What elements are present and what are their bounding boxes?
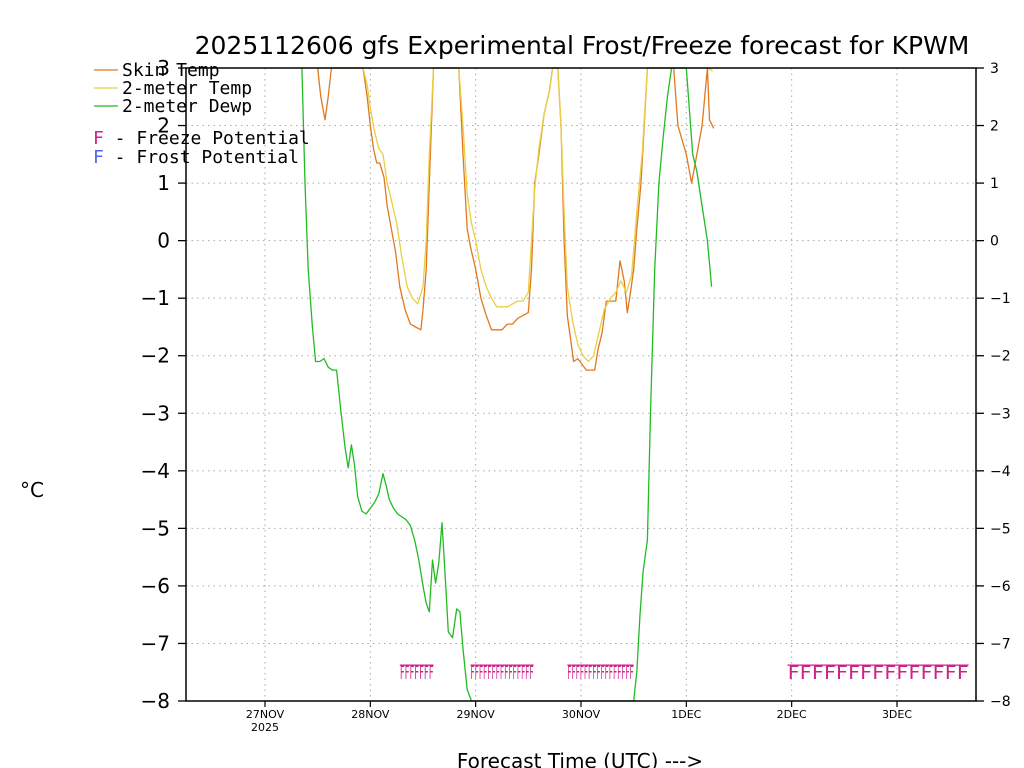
legend-label-3: 2-meter Dewp (122, 96, 252, 117)
freeze-marks-2: FFFFFFFFFFFFFFF (470, 662, 533, 684)
x-axis-label: Forecast Time (UTC) ---> (457, 749, 703, 768)
freeze-marks-4: FFFFFFFFFFFFFFF (787, 662, 968, 684)
y-tick-label-right: −4 (990, 464, 1011, 480)
potential-legend-2: F - Frost Potential (93, 147, 299, 168)
x-tick-label: 29NOV (457, 708, 496, 721)
potential-legend-1: F - Freeze Potential (93, 128, 310, 149)
x-tick-label: 28NOV (351, 708, 390, 721)
y-tick-label-right: 1 (990, 176, 999, 192)
x-tick-label: 3DEC (882, 708, 912, 721)
y-tick-label-left: −3 (141, 401, 170, 425)
y-tick-label-right: −5 (990, 521, 1011, 537)
series-line-2 (317, 67, 714, 363)
y-tick-label-left: 1 (157, 171, 170, 195)
x-tick-label: 2DEC (777, 708, 807, 721)
legend-label-1: Skin Temp (122, 60, 220, 81)
y-tick-label-right: −2 (990, 349, 1011, 365)
x-tick-sublabel: 2025 (251, 721, 279, 734)
y-tick-label-right: 2 (990, 119, 999, 135)
x-tick-label: 30NOV (562, 708, 601, 721)
legend-label-2: 2-meter Temp (122, 78, 252, 99)
x-tick-label: 1DEC (671, 708, 701, 721)
freeze-potential-marks: FFFFFFF FFFFFFFFFFFFFFF FFFFFFFFFFFFFFFF FF… (399, 662, 969, 684)
y-tick-label-right: 3 (990, 61, 999, 77)
y-tick-label-left: 2 (157, 114, 170, 138)
y-tick-label-right: 0 (990, 234, 999, 250)
series-line-1 (317, 67, 715, 371)
chart-title: 2025112606 gfs Experimental Frost/Freeze… (195, 31, 970, 60)
y-tick-label-left: −4 (141, 459, 170, 483)
y-tick-label-left: −6 (141, 574, 170, 598)
y-tick-label-left: −2 (141, 344, 170, 368)
series-lines (301, 67, 715, 702)
y-tick-label-left: −8 (141, 689, 170, 713)
x-tick-label: 27NOV (246, 708, 285, 721)
y-axis-label: °C (20, 478, 44, 502)
y-tick-label-left: 0 (157, 229, 170, 253)
freeze-marks-1: FFFFFFF (400, 662, 434, 684)
series-line-3 (301, 67, 713, 702)
y-tick-label-right: −7 (990, 636, 1011, 652)
y-tick-label-left: 3 (157, 56, 170, 80)
y-tick-label-left: −7 (141, 631, 170, 655)
y-tick-label-right: −1 (990, 291, 1011, 307)
y-tick-label-right: −6 (990, 579, 1011, 595)
grid-lines (186, 68, 976, 701)
y-tick-label-left: −1 (141, 286, 170, 310)
y-tick-label-left: −5 (141, 516, 170, 540)
y-axis-ticks: 3 3 2 2 1 1 0 0 −1 −1 −2 −2 −3 −3 −4 −4 −5 −5 −6 −6 −7 −7 −8 −8 (141, 56, 1011, 713)
freeze-marks-3: FFFFFFFFFFFFFFFF (567, 662, 633, 684)
y-tick-label-right: −3 (990, 406, 1011, 422)
y-tick-label-right: −8 (990, 694, 1011, 710)
